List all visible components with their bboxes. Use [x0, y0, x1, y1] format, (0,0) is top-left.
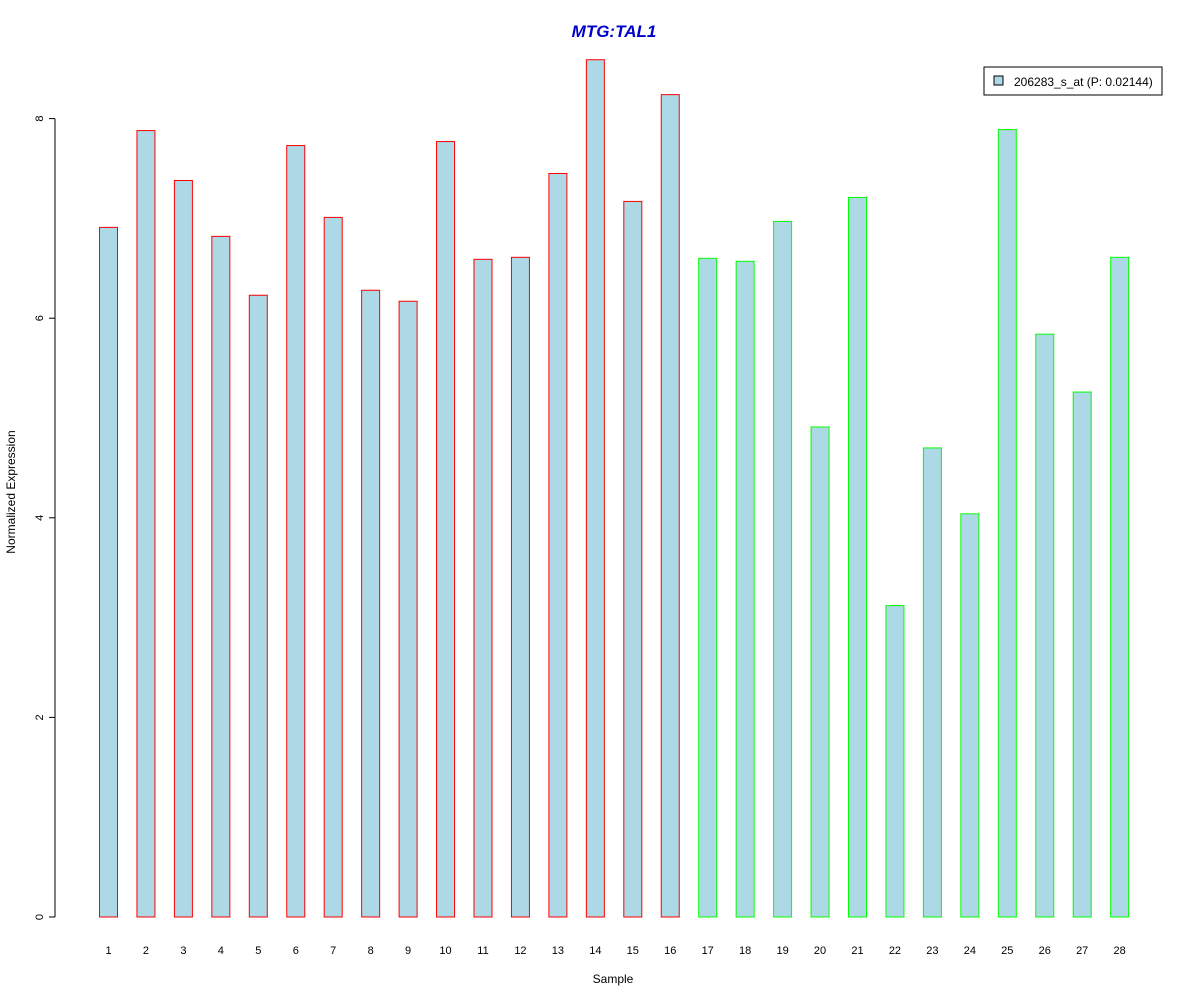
bar-sample-3: [173, 179, 193, 918]
bar-sample-23: [922, 447, 942, 918]
x-tick-label: 16: [664, 945, 676, 957]
y-tick-label: 0: [34, 914, 46, 920]
bar-sample-20: [810, 426, 830, 918]
bar-sample-18: [735, 260, 755, 918]
bar-sample-10: [436, 141, 456, 918]
x-tick-label: 7: [330, 945, 336, 957]
bar-sample-28: [1110, 256, 1130, 918]
bar-sample-14: [585, 59, 605, 918]
x-tick-label: 9: [405, 945, 411, 957]
bar-sample-17: [698, 257, 718, 918]
bar-sample-19: [773, 220, 793, 918]
legend-swatch: [993, 75, 1004, 86]
y-axis: 0 2 4 6 8: [34, 116, 56, 920]
x-tick-label: 11: [477, 945, 488, 957]
x-axis-tick-labels: 1 2 3 4 5 6 7 8 9 10 11 12 13 14 15 16 17 18 19 20 21 22 23 24 2…: [105, 945, 1125, 957]
bar-sample-15: [623, 200, 643, 918]
bar-series: [99, 59, 1130, 918]
bar-sample-7: [323, 216, 343, 918]
bar-sample-1: [99, 226, 118, 918]
y-tick-label: 6: [34, 315, 46, 321]
x-tick-label: 22: [889, 945, 901, 957]
x-tick-label: 1: [105, 945, 111, 957]
x-tick-label: 28: [1114, 945, 1126, 957]
x-tick-label: 17: [702, 945, 714, 957]
x-tick-label: 8: [368, 945, 374, 957]
x-tick-label: 15: [627, 945, 639, 957]
x-tick-label: 23: [926, 945, 938, 957]
x-tick-label: 14: [589, 945, 601, 957]
bar-sample-4: [211, 235, 231, 918]
bar-sample-24: [960, 513, 980, 918]
bar-sample-8: [361, 289, 381, 918]
x-tick-label: 5: [255, 945, 261, 957]
legend-entry: 206283_s_at (P: 0.02144): [1014, 75, 1153, 89]
bar-sample-27: [1072, 391, 1092, 918]
x-tick-label: 4: [218, 945, 224, 957]
x-tick-label: 3: [180, 945, 186, 957]
x-tick-label: 26: [1039, 945, 1051, 957]
bar-sample-22: [885, 605, 905, 918]
bar-sample-11: [473, 258, 493, 918]
x-tick-label: 25: [1001, 945, 1013, 957]
legend-box: [983, 66, 1163, 96]
bar-sample-16: [660, 94, 680, 918]
x-tick-label: 24: [964, 945, 976, 957]
y-tick-label: 8: [34, 116, 46, 122]
bar-sample-6: [286, 145, 306, 918]
x-tick-label: 20: [814, 945, 826, 957]
x-axis-label: Sample: [593, 972, 634, 986]
x-tick-label: 2: [143, 945, 149, 957]
bar-sample-13: [548, 172, 568, 918]
bar-sample-9: [398, 300, 418, 918]
bar-sample-2: [136, 130, 156, 918]
y-tick-label: 2: [34, 714, 46, 720]
x-tick-label: 12: [514, 945, 526, 957]
bar-sample-5: [248, 294, 268, 918]
x-tick-label: 13: [552, 945, 564, 957]
y-tick-label: 4: [34, 515, 46, 521]
bar-sample-26: [1035, 333, 1055, 918]
x-tick-label: 27: [1076, 945, 1088, 957]
bar-sample-25: [997, 129, 1017, 918]
x-tick-label: 18: [739, 945, 751, 957]
chart-title: MTG:TAL1: [572, 22, 657, 41]
x-tick-label: 21: [851, 945, 863, 957]
bar-sample-12: [510, 256, 530, 918]
x-tick-label: 6: [293, 945, 299, 957]
legend: 206283_s_at (P: 0.02144): [983, 66, 1163, 96]
x-tick-label: 19: [776, 945, 788, 957]
bar-sample-21: [848, 196, 867, 918]
x-tick-label: 10: [439, 945, 451, 957]
y-axis-label: Normalized Expression: [4, 430, 18, 553]
